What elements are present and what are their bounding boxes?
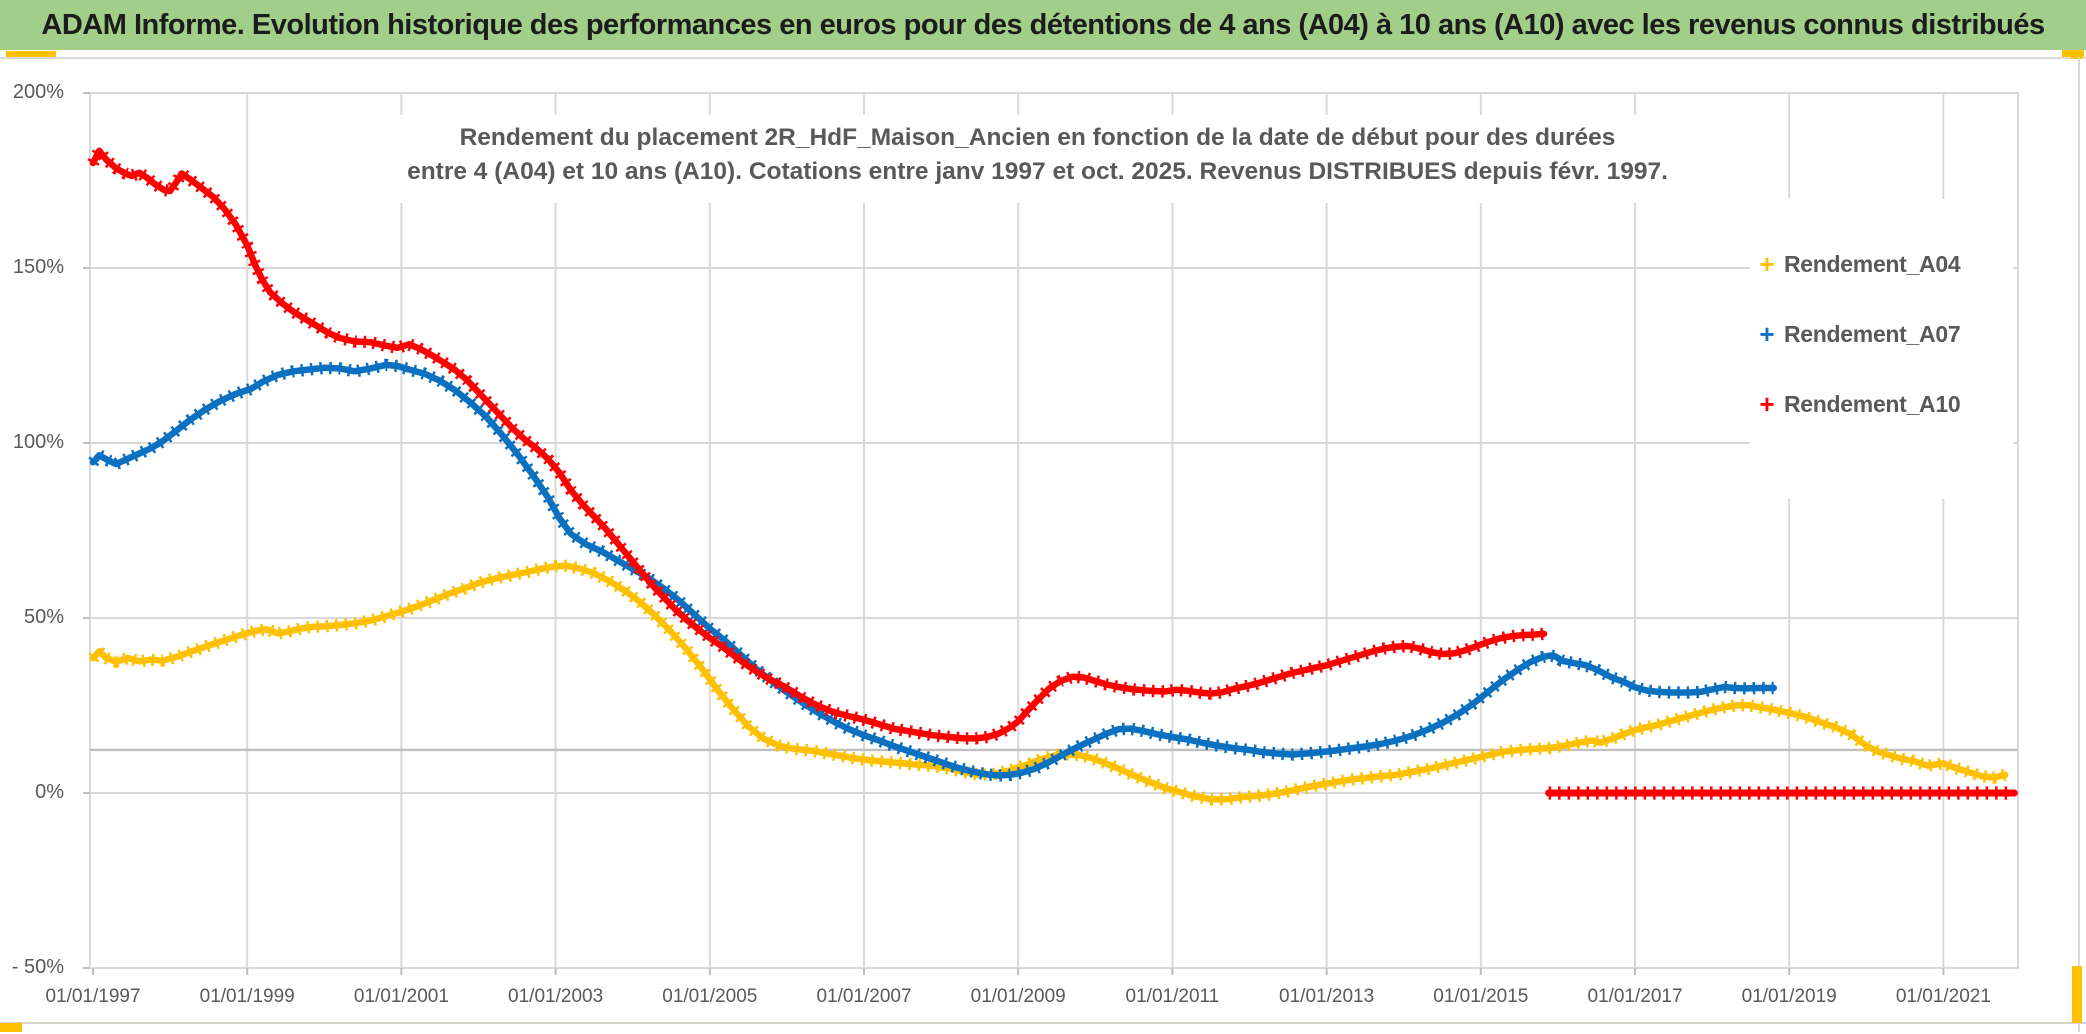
series-Rendement_A07-markers <box>88 358 1774 782</box>
series-Rendement_A07-line <box>89 361 1778 779</box>
x-axis-label: 01/01/2017 <box>1587 986 1683 1007</box>
legend-item-a07[interactable]: + Rendement_A07 <box>1750 299 2013 369</box>
right-hairline <box>2078 57 2080 1032</box>
x-axis-label: 01/01/2019 <box>1741 986 1837 1007</box>
plus-marker-icon: + <box>1759 389 1775 419</box>
x-axis-label: 01/01/2011 <box>1125 986 1220 1007</box>
chart-area: Rendement du placement 2R_HdF_Maison_Anc… <box>0 59 2086 1022</box>
series-Rendement_A10-markers <box>87 144 1545 745</box>
y-axis-label: 150% <box>12 256 64 278</box>
x-axis-label: 01/01/2007 <box>816 986 912 1007</box>
bottom-strip <box>0 1022 2086 1034</box>
y-axis-label: 200% <box>12 81 64 103</box>
chart-title-line2: entre 4 (A04) et 10 ans (A10). Cotations… <box>407 158 1668 185</box>
header-banner: ADAM Informe. Evolution historique des p… <box>0 0 2086 50</box>
yellow-cell-accent-top-left <box>6 51 56 57</box>
x-axis-label: 01/01/2005 <box>662 986 758 1007</box>
y-axis-label: 0% <box>35 781 64 803</box>
y-axis-label: 100% <box>12 431 64 453</box>
x-axis-label: 01/01/2003 <box>508 986 604 1007</box>
legend-item-a04[interactable]: + Rendement_A04 <box>1750 229 2013 299</box>
performance-chart-svg <box>83 92 2019 975</box>
x-axis-label: 01/01/1997 <box>45 986 141 1007</box>
legend-label: Rendement_A07 <box>1784 320 1961 347</box>
subheader-strip <box>0 50 2086 59</box>
legend-label: Rendement_A04 <box>1784 250 1961 277</box>
x-axis-label: 01/01/1999 <box>199 986 295 1007</box>
legend-item-a10[interactable]: + Rendement_A10 <box>1750 369 2013 439</box>
yellow-cell-accent-top-right <box>2062 50 2084 57</box>
plus-marker-icon: + <box>1759 319 1775 349</box>
x-axis-label: 01/01/2021 <box>1895 986 1991 1007</box>
page-title: ADAM Informe. Evolution historique des p… <box>41 8 2045 41</box>
y-axis-label: 50% <box>23 606 64 628</box>
plot-border <box>89 92 2019 969</box>
chart-title: Rendement du placement 2R_HdF_Maison_Anc… <box>385 115 1690 203</box>
yellow-cell-accent-bottom-left <box>0 1023 22 1032</box>
y-axis-label: - 50% <box>11 956 64 978</box>
chart-legend: + Rendement_A04 + Rendement_A07 + Rendem… <box>1750 199 2013 499</box>
chart-title-line1: Rendement du placement 2R_HdF_Maison_Anc… <box>459 124 1616 151</box>
x-axis-label: 01/01/2001 <box>353 986 449 1007</box>
plus-marker-icon: + <box>1759 249 1775 279</box>
x-axis-label: 01/01/2013 <box>1279 986 1375 1007</box>
x-axis-label: 01/01/2015 <box>1433 986 1529 1007</box>
yellow-cell-accent-bottom-right <box>2072 966 2082 1023</box>
x-axis-label: 01/01/2009 <box>970 986 1066 1007</box>
legend-label: Rendement_A10 <box>1784 390 1961 417</box>
